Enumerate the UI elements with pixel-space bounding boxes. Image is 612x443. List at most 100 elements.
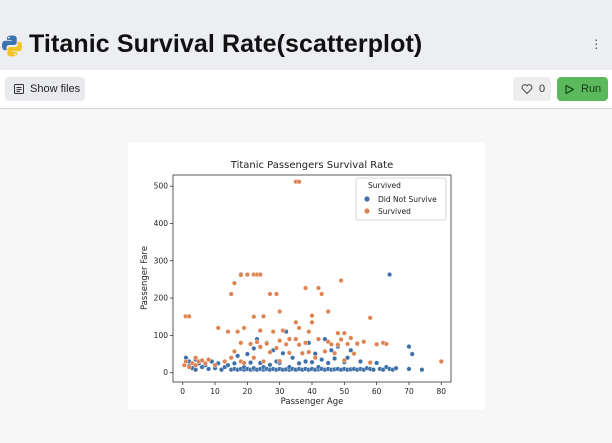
x-tick-label: 70 — [404, 387, 414, 396]
point-survived — [306, 349, 312, 355]
point-survived — [335, 330, 341, 336]
point-survived — [277, 358, 283, 364]
point-survived — [348, 335, 354, 341]
x-tick-label: 50 — [340, 387, 350, 396]
point-did-not-survive — [251, 345, 257, 351]
point-did-not-survive — [345, 355, 351, 361]
files-icon — [14, 84, 24, 94]
point-survived — [202, 360, 208, 366]
point-survived — [341, 357, 347, 363]
play-icon — [565, 84, 575, 94]
point-survived — [238, 340, 244, 346]
point-did-not-survive — [325, 360, 331, 366]
legend-marker-survived — [364, 208, 370, 214]
point-did-not-survive — [235, 353, 241, 359]
chart-title: Titanic Passengers Survival Rate — [230, 160, 393, 171]
show-files-label: Show files — [30, 83, 81, 95]
scatter-chart: Titanic Passengers Survival Rate 0 10 20 30… — [140, 160, 452, 407]
point-survived — [273, 291, 279, 297]
point-survived — [296, 325, 302, 331]
point-did-not-survive — [387, 272, 393, 278]
point-survived — [374, 341, 380, 347]
y-tick-label: 200 — [154, 294, 169, 303]
point-survived — [270, 329, 276, 335]
point-survived — [312, 355, 318, 361]
toolbar — [0, 70, 612, 109]
point-survived — [354, 341, 360, 347]
point-survived — [273, 345, 279, 351]
point-did-not-survive — [267, 362, 273, 368]
point-survived — [235, 329, 241, 335]
point-survived — [186, 364, 192, 370]
point-survived — [254, 339, 260, 345]
point-survived — [293, 319, 299, 325]
show-files-button[interactable]: Show files — [5, 77, 85, 101]
legend: Survived Did Not Survive Survived — [355, 177, 447, 221]
point-did-not-survive — [409, 351, 415, 357]
point-survived — [183, 358, 189, 364]
point-did-not-survive — [296, 360, 302, 366]
point-survived — [367, 315, 373, 321]
x-tick-label: 40 — [307, 387, 317, 396]
point-survived — [206, 357, 212, 363]
python-logo-icon — [0, 34, 24, 58]
point-survived — [225, 329, 231, 335]
point-did-not-survive — [218, 367, 224, 373]
point-survived — [261, 313, 267, 319]
point-survived — [248, 341, 254, 347]
point-did-not-survive — [393, 365, 399, 371]
point-survived — [228, 291, 234, 297]
y-tick-label: 0 — [163, 368, 168, 377]
point-did-not-survive — [419, 367, 425, 373]
point-survived — [193, 355, 199, 361]
like-count: 0 — [539, 83, 546, 95]
point-did-not-survive — [248, 360, 254, 366]
x-tick-label: 10 — [210, 387, 220, 396]
y-tick-label: 100 — [154, 331, 169, 340]
point-survived — [315, 285, 321, 291]
point-did-not-survive — [193, 367, 199, 373]
point-survived — [251, 355, 257, 361]
point-survived — [261, 358, 267, 364]
point-did-not-survive — [374, 360, 380, 366]
point-survived — [367, 360, 373, 366]
point-survived — [241, 325, 247, 331]
like-button[interactable]: 0 — [513, 77, 551, 101]
legend-entry-did-not-survive: Did Not Survive — [378, 195, 437, 204]
point-did-not-survive — [225, 362, 231, 368]
point-survived — [332, 350, 338, 356]
point-survived — [383, 341, 389, 347]
point-did-not-survive — [303, 358, 309, 364]
point-survived — [283, 341, 289, 347]
y-tick-label: 500 — [154, 182, 169, 191]
more-menu-icon[interactable]: · · · — [594, 31, 599, 55]
point-survived — [286, 336, 292, 342]
x-tick-label: 30 — [275, 387, 285, 396]
app-header — [0, 0, 612, 70]
point-did-not-survive — [280, 350, 286, 356]
run-button[interactable]: Run — [557, 77, 608, 101]
point-survived — [319, 291, 325, 297]
point-survived — [199, 357, 205, 363]
point-survived — [264, 341, 270, 347]
point-did-not-survive — [290, 355, 296, 361]
point-survived — [251, 314, 257, 320]
point-survived — [309, 313, 315, 319]
point-survived — [257, 344, 263, 350]
point-survived — [257, 328, 263, 334]
x-tick-label: 80 — [437, 387, 447, 396]
point-survived — [231, 348, 237, 354]
point-survived — [338, 336, 344, 342]
point-did-not-survive — [406, 344, 412, 350]
legend-entry-survived: Survived — [378, 207, 411, 216]
point-survived — [309, 319, 315, 325]
run-label: Run — [581, 83, 602, 95]
heart-icon — [521, 84, 533, 95]
point-survived — [286, 350, 292, 356]
point-survived — [212, 362, 218, 368]
point-survived — [306, 329, 312, 335]
point-did-not-survive — [380, 367, 386, 373]
legend-marker-did-not-survive — [364, 196, 370, 202]
page-title: Titanic Survival Rate(scatterplot) — [29, 30, 423, 58]
point-survived — [296, 179, 302, 185]
